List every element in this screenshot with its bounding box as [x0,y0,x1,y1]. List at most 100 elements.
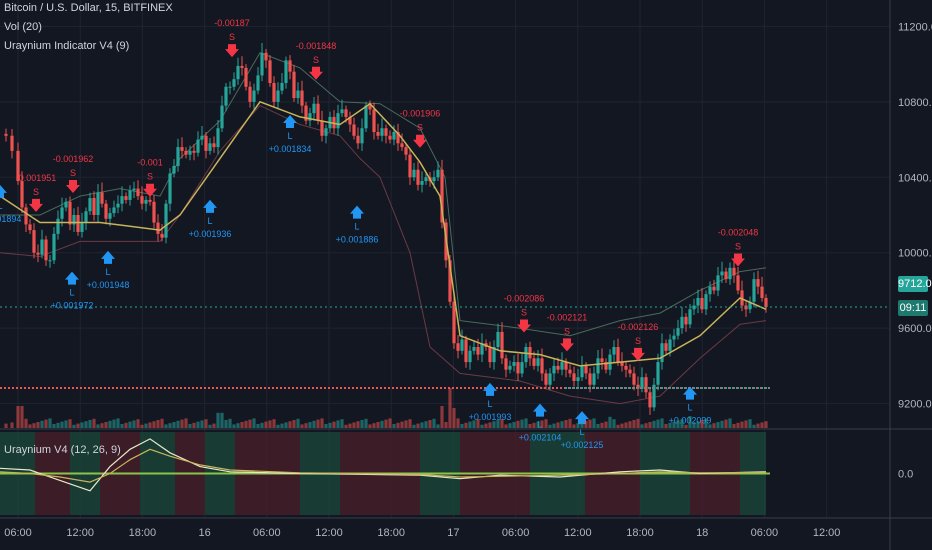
time-tick-label: 06:00 [502,527,530,539]
volume-bar [460,424,464,428]
volume-bar [312,420,316,428]
volume-bar [20,406,24,428]
volume-bar [568,418,572,428]
volume-bar [252,418,256,428]
long-signal-value: +0.001936 [189,229,232,239]
volume-bar [628,421,632,428]
candle-body [608,354,612,370]
volume-bar [412,424,416,428]
candle-body [400,143,404,148]
candle-body [132,188,136,191]
volume-bar [112,419,116,428]
candle-body [252,90,256,102]
volume-bar [476,419,480,428]
volume-bar [436,424,440,428]
volume-bar [304,423,308,428]
volume-bar [680,419,684,428]
long-signal-letter: L [537,420,542,430]
candle-body [704,294,708,310]
volume-bar [208,424,212,428]
volume-bar [144,423,148,428]
candle-body [392,132,396,140]
volume-bar [432,418,436,428]
candle-body [672,335,676,340]
long-arrow-icon [533,403,547,417]
candle-body [592,373,596,385]
volume-bar [212,423,216,428]
candle-body [644,377,648,393]
long-signal-value: +0.001993 [469,412,512,422]
candle-body [4,133,8,136]
volume-bar [80,422,84,428]
volume-bar [532,422,536,428]
candle-body [584,365,588,374]
candle-body [504,358,508,370]
volume-bar [24,418,28,428]
volume-bar [684,424,688,428]
candle-body [264,52,268,61]
volume-bar [228,418,232,428]
volume-bar [760,422,764,428]
candle-body [596,358,600,374]
long-signal-letter: L [207,216,212,226]
candle-body [628,369,632,374]
short-arrow-icon [517,319,531,333]
candle-body [336,113,340,129]
volume-bar [424,421,428,428]
long-arrow-icon [203,199,217,213]
candle-body [192,150,196,153]
volume-bar [724,419,728,428]
volume-bar [672,421,676,428]
candle-body [96,192,100,215]
volume-bar [300,424,304,428]
candle-body [356,135,360,144]
volume-bar [316,419,320,428]
volume-bar [556,422,560,428]
candle-body [452,301,456,344]
candle-body [216,128,220,148]
volume-bar [288,421,292,428]
upper-band-line [0,52,767,337]
candle-body [696,297,700,306]
volume-bar [364,418,368,428]
volume-bar [292,420,296,428]
volume-bar [16,406,20,428]
candle-body [72,215,76,225]
long-arrow-icon [101,250,115,264]
candle-body [300,90,304,106]
long-signal-letter: L [354,222,359,232]
candle-body [520,362,524,374]
volume-bar [584,420,588,428]
candle-body [708,286,712,295]
candle-body [160,233,164,238]
candle-body [24,207,28,225]
candle-body [308,113,312,121]
candle-body [60,207,64,219]
candle-body [116,203,120,208]
long-arrow-icon [683,386,697,400]
candle-body [384,128,388,136]
candle-body [232,79,236,87]
volume-bar [320,418,324,428]
candle-body [548,373,552,385]
volume-bar [500,418,504,428]
candle-body [80,222,84,232]
volume-bars [4,388,768,428]
candle-body [276,90,280,102]
candle-body [752,279,756,302]
volume-bar [472,420,476,428]
volume-bar [128,421,132,428]
short-signal-letter: S [635,336,641,346]
candle-body [736,275,740,291]
volume-bar [120,424,124,428]
time-tick-label: 06:00 [4,527,32,539]
volume-bar [36,422,40,428]
volume-bar [688,416,692,428]
candle-body [136,188,140,197]
short-signal-value: -0.001906 [400,109,441,119]
volume-bar [564,420,568,428]
price-tick-label: 10800.0 [898,97,932,109]
volume-bar [140,424,144,428]
